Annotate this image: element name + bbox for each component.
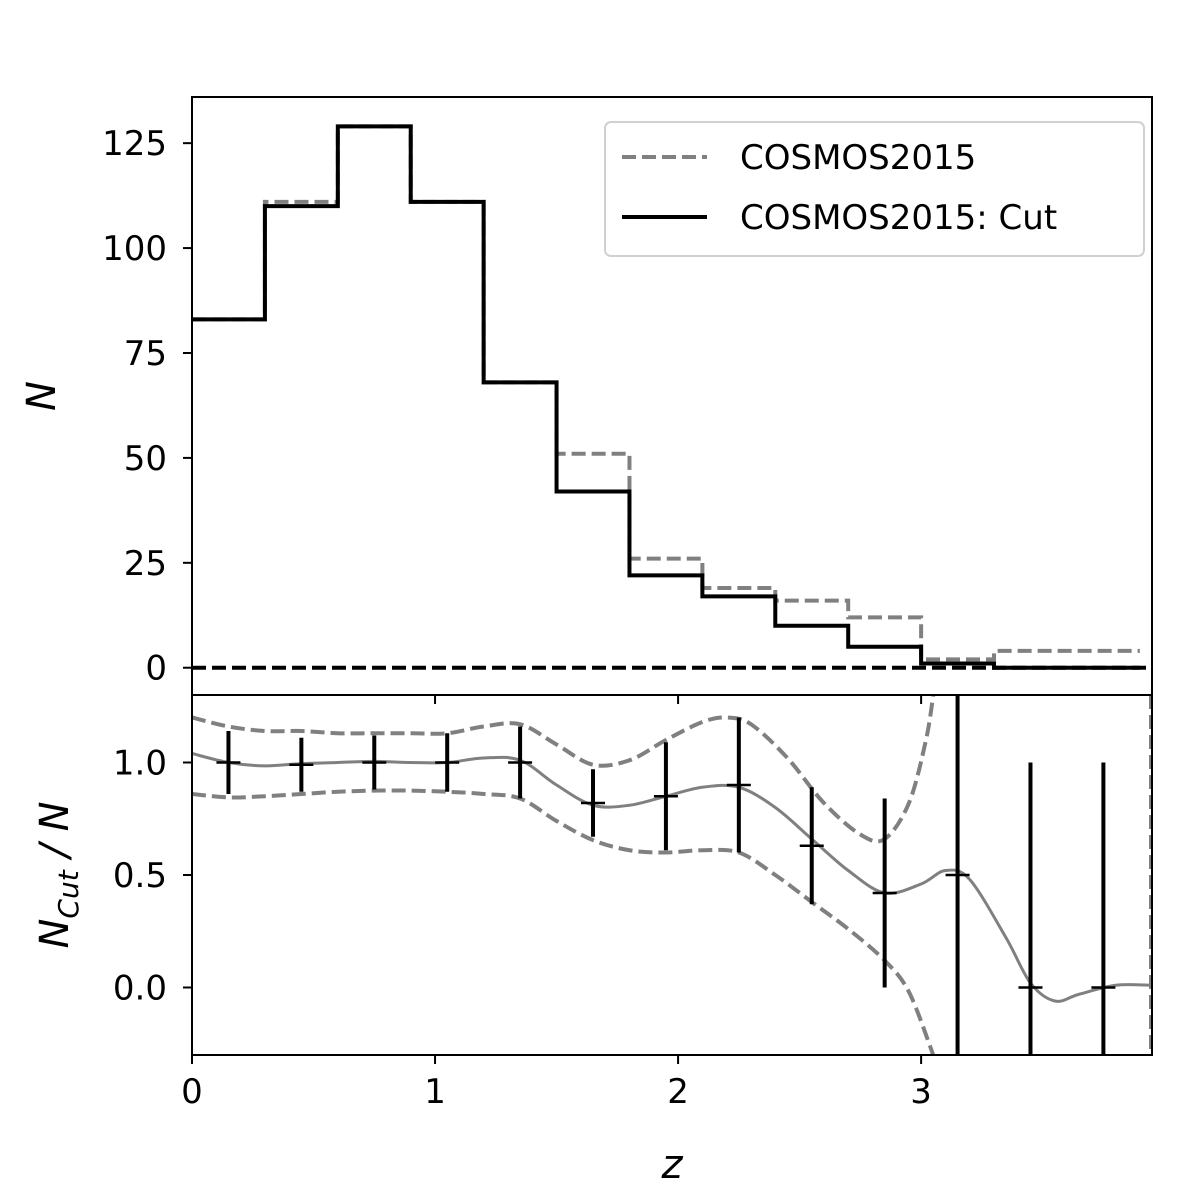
axes: 0 25 50 75 100 125 0.0 0.5 1.0 0 1 2 3 bbox=[102, 124, 932, 1112]
top-ytick-label: 0 bbox=[145, 649, 167, 689]
top-ylabel: N bbox=[19, 381, 65, 411]
xtick-label: 2 bbox=[667, 1072, 689, 1112]
xlabel: z bbox=[661, 1142, 684, 1188]
xtick-label: 0 bbox=[181, 1072, 203, 1112]
xtick-label: 1 bbox=[424, 1072, 446, 1112]
bottom-ytick-label: 0.0 bbox=[113, 969, 167, 1009]
top-panel-data bbox=[192, 124, 1152, 670]
bottom-ylabel-rest: / N bbox=[32, 801, 78, 870]
legend-label-cosmos2015-cut: COSMOS2015: Cut bbox=[740, 198, 1057, 238]
xtick-label: 3 bbox=[910, 1072, 932, 1112]
bottom-ylabel-main: N bbox=[32, 919, 78, 949]
bottom-panel-frame bbox=[191, 694, 1153, 1056]
top-ytick-label: 125 bbox=[102, 124, 167, 164]
top-ytick-label: 25 bbox=[124, 544, 167, 584]
legend-box bbox=[604, 121, 1145, 257]
bottom-panel-data bbox=[192, 695, 1152, 1055]
series-cosmos2015-cut bbox=[192, 124, 1140, 670]
upper-bound-curve bbox=[192, 695, 936, 844]
top-ytick-label: 100 bbox=[102, 229, 167, 269]
legend: COSMOS2015 COSMOS2015: Cut bbox=[604, 121, 1145, 257]
legend-label-cosmos2015: COSMOS2015 bbox=[740, 138, 976, 178]
bottom-ylabel: NCut / N bbox=[32, 801, 85, 948]
bottom-ytick-label: 1.0 bbox=[113, 744, 167, 784]
top-ytick-label: 75 bbox=[124, 334, 167, 374]
lower-bound-curve bbox=[192, 788, 936, 1055]
bottom-ylabel-sub: Cut bbox=[52, 869, 85, 918]
top-ytick-label: 50 bbox=[124, 439, 167, 479]
bottom-ytick-label: 0.5 bbox=[113, 856, 167, 896]
